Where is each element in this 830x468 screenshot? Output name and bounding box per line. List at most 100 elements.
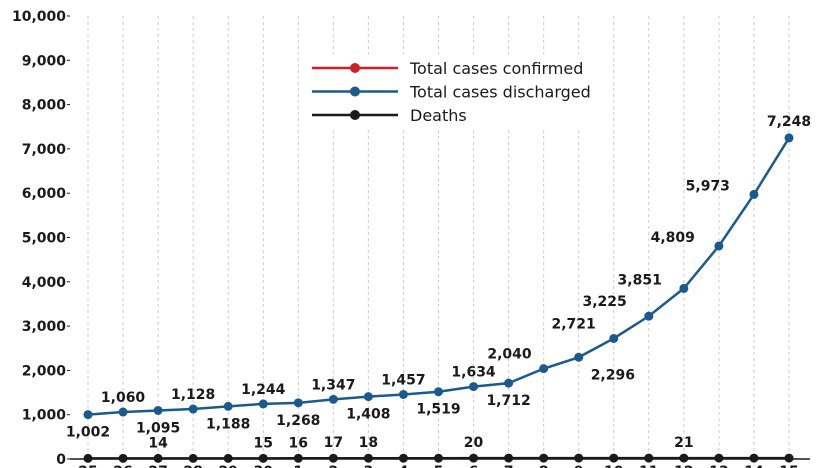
data-point — [118, 407, 128, 417]
data-point — [749, 453, 759, 463]
data-point — [574, 453, 584, 463]
x-tick-label: 8 — [539, 464, 549, 468]
data-point — [539, 453, 549, 463]
x-tick-label: 13 — [709, 464, 728, 468]
data-point — [434, 387, 443, 397]
data-point — [784, 133, 794, 143]
data-point — [434, 453, 443, 463]
data-point — [784, 453, 794, 463]
x-tick-label: 29 — [218, 464, 237, 468]
y-tick-label: 5,000 — [22, 231, 67, 247]
data-label: 21 — [674, 435, 693, 451]
x-tick-label: 9 — [574, 464, 584, 468]
data-point — [469, 382, 479, 392]
data-label: 1,712 — [486, 393, 530, 409]
data-label: 1,188 — [206, 416, 250, 432]
data-point — [539, 364, 549, 374]
x-tick-label: 11 — [639, 464, 658, 468]
data-point — [293, 398, 303, 408]
legend-dot — [350, 86, 360, 97]
x-tick-label: 6 — [469, 464, 479, 468]
data-label: 16 — [289, 435, 308, 451]
legend-label: Total cases confirmed — [409, 59, 583, 78]
legend-label: Total cases discharged — [409, 83, 591, 102]
data-point — [644, 453, 654, 463]
x-tick-label: 3 — [364, 464, 374, 468]
data-point — [328, 453, 338, 463]
data-point — [714, 453, 724, 463]
data-point — [293, 453, 303, 463]
data-label: 14 — [148, 435, 168, 451]
data-point — [153, 405, 163, 415]
x-tick-label: 26 — [113, 464, 132, 468]
x-tick-label: 1 — [293, 464, 303, 468]
data-point — [258, 399, 268, 409]
data-label: 1,002 — [66, 425, 110, 441]
data-label: 3,225 — [583, 294, 627, 310]
data-label: 1,408 — [346, 407, 390, 423]
y-tick-label: 3,000 — [22, 319, 67, 335]
y-tick-label: 8,000 — [22, 98, 67, 114]
x-tick-label: 30 — [254, 464, 274, 468]
data-label: 2,296 — [591, 367, 635, 383]
data-point — [679, 453, 689, 463]
data-label: 1,347 — [311, 377, 355, 393]
data-label: 1,457 — [381, 372, 425, 388]
data-point — [609, 453, 619, 463]
y-tick-label: 0 — [56, 452, 66, 468]
data-point — [328, 394, 338, 404]
data-point — [504, 453, 514, 463]
y-tick-label: 9,000 — [22, 53, 67, 69]
data-point — [749, 189, 759, 199]
y-tick-label: 6,000 — [22, 186, 67, 202]
data-point — [258, 453, 268, 463]
x-tick-label: 2 — [328, 464, 338, 468]
data-point — [644, 311, 654, 321]
data-point — [714, 241, 724, 251]
data-point — [363, 453, 373, 463]
x-tick-label: 4 — [399, 464, 409, 468]
data-label: 1,128 — [171, 387, 215, 403]
data-label: 2,721 — [551, 316, 595, 332]
data-point — [398, 453, 408, 463]
x-tick-label: 27 — [148, 464, 167, 468]
data-point — [574, 352, 584, 362]
data-label: 2,040 — [487, 347, 532, 363]
data-label: 18 — [359, 435, 378, 451]
data-label: 1,519 — [416, 402, 460, 418]
data-label: 1,060 — [101, 390, 146, 406]
data-label: 15 — [254, 435, 273, 451]
data-point — [679, 283, 689, 293]
data-point — [83, 410, 93, 420]
data-point — [118, 453, 128, 463]
x-tick-label: 10 — [604, 464, 624, 468]
x-tick-label: 5 — [434, 464, 444, 468]
x-tick-label: 7 — [504, 464, 514, 468]
data-point — [188, 453, 198, 463]
data-point — [469, 453, 479, 463]
data-point — [363, 392, 373, 402]
data-point — [223, 453, 233, 463]
data-label: 7,248 — [767, 114, 811, 130]
data-label: 17 — [324, 435, 343, 451]
data-point — [83, 453, 93, 463]
y-tick-label: 1,000 — [22, 408, 67, 424]
y-tick-label: 4,000 — [22, 275, 67, 291]
data-label: 20 — [464, 435, 484, 451]
y-tick-label: 10,000 — [12, 9, 66, 25]
x-tick-label: 12 — [674, 464, 693, 468]
y-tick-label: 7,000 — [22, 142, 67, 158]
data-point — [398, 389, 408, 399]
data-label: 1,268 — [276, 413, 320, 429]
data-point — [223, 401, 233, 411]
data-point — [153, 453, 163, 463]
x-tick-label: 15 — [779, 464, 798, 468]
x-tick-label: 28 — [183, 464, 202, 468]
data-label: 1,244 — [241, 382, 286, 398]
legend-dot — [350, 110, 360, 120]
x-tick-label: 14 — [744, 464, 764, 468]
x-tick-label: 25 — [78, 464, 97, 468]
data-point — [504, 378, 514, 388]
data-label: 1,634 — [451, 365, 496, 381]
